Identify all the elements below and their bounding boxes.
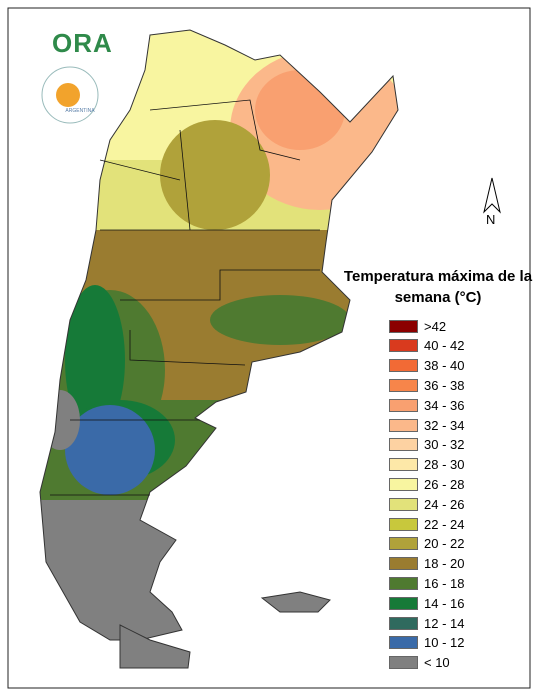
legend-label: 38 - 40 xyxy=(424,358,465,374)
legend-swatch xyxy=(389,656,418,670)
legend-swatch xyxy=(389,418,418,432)
legend-label: 10 - 12 xyxy=(424,635,465,651)
legend-swatch xyxy=(389,477,418,491)
north-label: N xyxy=(486,212,496,227)
legend-label: 36 - 38 xyxy=(424,377,465,393)
legend-swatch xyxy=(389,636,418,650)
legend-swatch xyxy=(389,616,418,630)
legend-swatch xyxy=(389,398,418,412)
logo: ORA xyxy=(52,28,113,58)
legend-label: 30 - 32 xyxy=(424,437,465,453)
legend-label: 14 - 16 xyxy=(424,595,465,611)
legend-swatch xyxy=(389,378,418,392)
legend-swatch xyxy=(389,576,418,590)
legend-item: 28 - 30 xyxy=(389,457,465,473)
legend-item: 36 - 38 xyxy=(389,377,465,393)
legend-title: Temperatura máxima de la semana (°C) xyxy=(343,268,533,306)
north-arrow xyxy=(483,177,501,214)
legend-item: 24 - 26 xyxy=(389,496,465,512)
country-outline xyxy=(39,29,399,641)
legend-item: 30 - 32 xyxy=(389,437,465,453)
legend-swatch xyxy=(389,537,418,551)
legend-swatch xyxy=(389,319,418,333)
logo-sun xyxy=(56,83,80,107)
legend-swatch xyxy=(389,438,418,452)
tierra-del-fuego xyxy=(119,624,191,669)
legend-swatch xyxy=(389,359,418,373)
legend-label: >42 xyxy=(424,318,447,334)
legend-item: >42 xyxy=(389,318,447,334)
legend-swatch xyxy=(389,596,418,610)
legend-label: 26 - 28 xyxy=(424,476,465,492)
legend-item: 22 - 24 xyxy=(389,516,465,532)
islands xyxy=(260,591,331,613)
legend-label: 24 - 26 xyxy=(424,496,465,512)
legend-item: 18 - 20 xyxy=(389,556,465,572)
legend-item: 32 - 34 xyxy=(389,417,465,433)
legend-label: 12 - 14 xyxy=(424,615,465,631)
legend-label: 32 - 34 xyxy=(424,417,465,433)
legend-label: < 10 xyxy=(424,655,450,671)
legend-item: 34 - 36 xyxy=(389,397,465,413)
legend-item: 12 - 14 xyxy=(389,615,465,631)
legend-item: 26 - 28 xyxy=(389,476,465,492)
legend-label: 20 - 22 xyxy=(424,536,465,552)
legend-item: 38 - 40 xyxy=(389,358,465,374)
legend-swatch xyxy=(389,517,418,531)
legend-label: 40 - 42 xyxy=(424,338,465,354)
legend-label: 18 - 20 xyxy=(424,556,465,572)
legend-item: 20 - 22 xyxy=(389,536,465,552)
legend-swatch xyxy=(389,497,418,511)
legend-label: 28 - 30 xyxy=(424,457,465,473)
legend-item: 10 - 12 xyxy=(389,635,465,651)
legend-swatch xyxy=(389,458,418,472)
legend-label: 16 - 18 xyxy=(424,575,465,591)
legend-swatch xyxy=(389,339,418,353)
legend-item: 40 - 42 xyxy=(389,338,465,354)
legend-item: < 10 xyxy=(389,655,450,671)
legend-label: 34 - 36 xyxy=(424,397,465,413)
legend-item: 16 - 18 xyxy=(389,575,465,591)
legend-label: 22 - 24 xyxy=(424,516,465,532)
frame xyxy=(7,7,531,689)
legend-swatch xyxy=(389,557,418,571)
legend-item: 14 - 16 xyxy=(389,595,465,611)
logo-subtitle: ARGENTINA xyxy=(65,108,95,114)
province-borders xyxy=(50,99,320,496)
